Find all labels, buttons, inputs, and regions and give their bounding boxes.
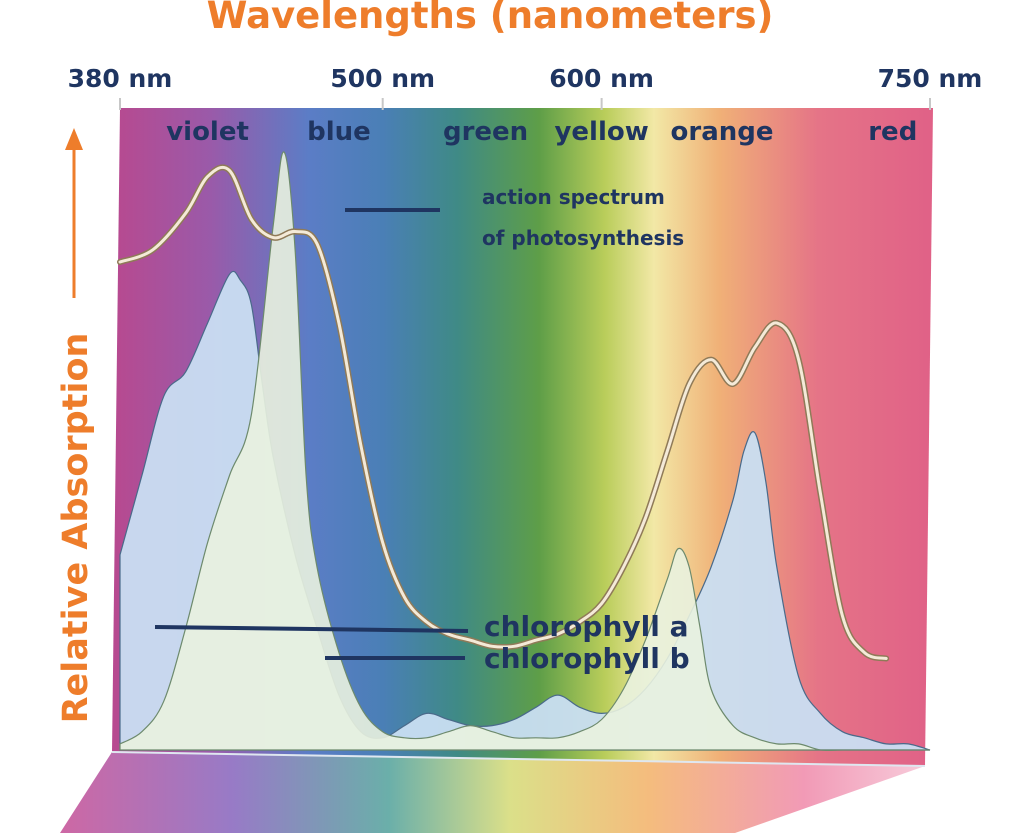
chart-title: Wavelengths (nanometers) [207,0,774,37]
color-band-labels: violet blue green yellow orange red [166,117,917,147]
chlorophyll-a-curve [119,270,931,751]
spectrum-floor [60,752,925,833]
legend-label-chlorophyll-a: chlorophyll a [484,610,688,643]
band-label-orange: orange [671,117,774,147]
x-tick-label: 380 nm [68,64,173,93]
chlorophyll-b-curve [119,151,930,752]
y-axis-label: Relative Absorption [56,333,96,724]
band-label-green: green [443,117,528,147]
band-label-red: red [868,117,917,147]
x-tick-label: 500 nm [330,64,435,93]
chlorophyll-a-leader [154,625,469,633]
legend-label-action-spectrum-line1: action spectrum [482,185,665,209]
legend-label-chlorophyll-b: chlorophyll b [484,642,690,675]
y-axis-label-group: Relative Absorption [56,128,96,723]
x-tick-label: 750 nm [878,64,983,93]
x-tick-labels: 380 nm 500 nm 600 nm 750 nm [68,64,983,93]
x-axis-ticks [119,98,931,110]
floor-edge [111,751,926,767]
band-label-violet: violet [166,117,249,147]
legend-label-action-spectrum-line2: of photosynthesis [482,226,684,250]
y-axis-arrow-icon [65,128,83,150]
band-label-blue: blue [307,117,371,147]
action-spectrum-curve [118,165,888,660]
x-tick-label: 600 nm [549,64,654,93]
band-label-yellow: yellow [554,117,648,147]
